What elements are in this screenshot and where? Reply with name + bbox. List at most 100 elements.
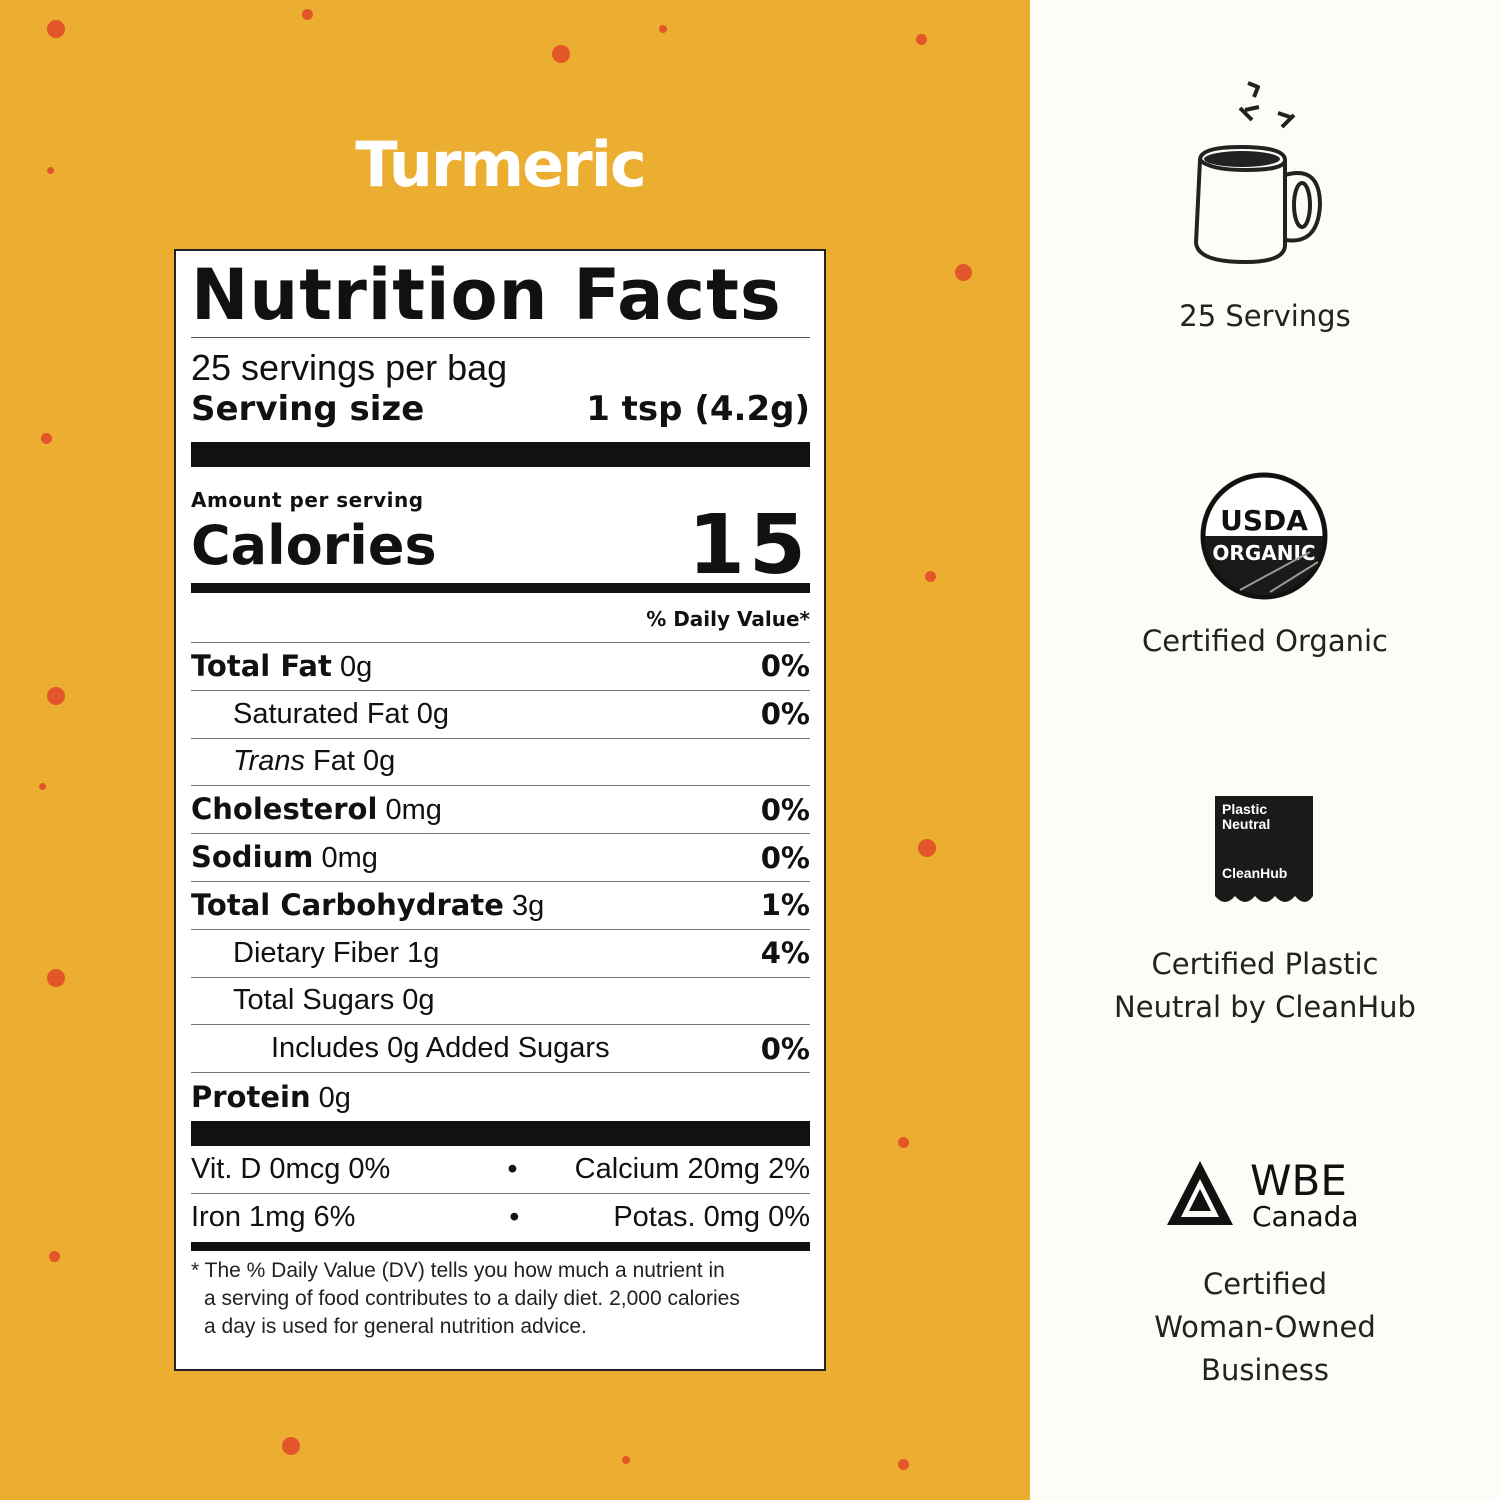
decorative-dot: [552, 45, 570, 63]
canada-text: Canada: [1252, 1200, 1359, 1233]
nutrient-amount: 0g: [402, 984, 435, 1017]
nutrient-row: Includes 0g Added Sugars 0%: [191, 1025, 810, 1074]
vitamin-sep: •: [507, 1152, 518, 1185]
nutrient-label: Saturated Fat 0g: [233, 698, 449, 731]
feature-line: Certified Plastic: [1151, 947, 1379, 981]
footnote-line: a serving of food contributes to a daily…: [204, 1286, 740, 1310]
footnote: * The % Daily Value (DV) tells you how m…: [191, 1251, 810, 1341]
decorative-dot: [38, 782, 46, 790]
nutrient-amount: 3g: [511, 889, 545, 922]
decorative-dot: [954, 263, 972, 281]
nutrient-amount: 0g: [339, 650, 373, 683]
nutrient-amount: 1g: [407, 936, 440, 969]
nutrient-name: Cholesterol: [191, 792, 378, 827]
nutrient-name: Trans: [233, 745, 305, 778]
decorative-dot: [918, 839, 936, 857]
badge-text: Plastic: [1222, 801, 1267, 817]
nutrient-label: Trans Fat 0g: [233, 745, 395, 778]
calories-value: 15: [687, 497, 810, 593]
decorative-dot: [282, 1437, 300, 1455]
vitamin-row: Iron 1mg 6% • Potas. 0mg 0%: [191, 1194, 810, 1242]
nutrient-amount: 0g: [416, 697, 450, 730]
features-panel: 25 Servings USDA ORGANIC Certified Organ…: [1030, 0, 1500, 1500]
nutrient-name: Sodium: [191, 840, 314, 875]
decorative-dot: [301, 8, 313, 20]
nutrient-amount: 0g: [318, 1081, 351, 1114]
decorative-dot: [924, 570, 936, 582]
amount-per-serving: Amount per serving: [191, 488, 424, 512]
mug-icon: [1194, 81, 1322, 264]
nutrient-amount: 0mg: [385, 794, 442, 827]
product-title: Turmeric: [355, 128, 646, 201]
nutrient-daily-value: 0%: [760, 649, 810, 684]
nutrient-label: Protein 0g: [191, 1080, 351, 1115]
feature-line: Certified: [1203, 1267, 1327, 1301]
feature-servings: 25 Servings: [1179, 299, 1351, 333]
badge-text: Neutral: [1222, 816, 1270, 832]
plastic-neutral-badge: Plastic Neutral CleanHub: [1215, 796, 1313, 902]
nutrient-label: Sodium 0mg: [191, 840, 378, 875]
decorative-dot: [622, 1456, 630, 1464]
decorative-dot: [897, 1136, 909, 1148]
decorative-dot: [46, 166, 54, 174]
vitamin-row: Vit. D 0mcg 0% • Calcium 20mg 2%: [191, 1146, 810, 1194]
decorative-dot: [47, 969, 65, 987]
nutrient-row: Saturated Fat 0g 0%: [191, 691, 810, 739]
nutrient-daily-value: 1%: [760, 888, 810, 923]
nutrient-row: Cholesterol 0mg 0%: [191, 786, 810, 835]
footnote-line: a day is used for general nutrition advi…: [204, 1314, 587, 1338]
nutrient-daily-value: 0%: [760, 792, 810, 827]
nutrient-daily-value: 0%: [760, 697, 810, 732]
serving-size-label: Serving size: [191, 389, 425, 429]
nutrient-amount: 0mg: [321, 842, 378, 875]
nutrient-row: Trans Fat 0g: [191, 739, 810, 787]
badge-text: CleanHub: [1222, 865, 1287, 881]
usda-organic-seal: USDA ORGANIC: [1200, 472, 1328, 600]
nutrient-row: Total Fat 0g 0%: [191, 643, 810, 691]
nutrient-name: Saturated Fat: [233, 697, 409, 730]
feature-organic: Certified Organic: [1142, 624, 1388, 658]
nutrient-name: Total Sugars: [233, 984, 395, 1017]
nutrient-daily-value: 0%: [760, 1031, 810, 1066]
footnote-line: * The % Daily Value (DV) tells you how m…: [191, 1258, 725, 1282]
nutrient-row: Protein 0g: [191, 1073, 810, 1121]
feature-woman-owned: Certified Woman-Owned Business: [1030, 1263, 1500, 1392]
organic-text: ORGANIC: [1212, 541, 1315, 565]
nutrient-daily-value: 0%: [760, 840, 810, 875]
usda-text: USDA: [1220, 504, 1308, 537]
nutrient-amount: Fat 0g: [313, 745, 396, 778]
nutrient-row: Total Sugars 0g: [191, 978, 810, 1026]
vitamin-right: Potas. 0mg 0%: [613, 1201, 810, 1234]
calories-row: Calories 15: [191, 498, 810, 593]
feature-line: Neutral by CleanHub: [1114, 990, 1416, 1024]
decorative-dot: [47, 687, 65, 705]
wbe-canada-logo: WBE Canada: [1167, 1156, 1359, 1233]
wbe-text: WBE: [1250, 1156, 1347, 1205]
nutrient-label: Dietary Fiber 1g: [233, 937, 439, 970]
product-panel: Turmeric Nutrition Facts 25 servings per…: [0, 0, 1030, 1500]
nutrient-name: Dietary Fiber: [233, 936, 399, 969]
decorative-dot: [897, 1458, 909, 1470]
nutrient-name: Total Fat: [191, 648, 332, 683]
servings-per-container: 25 servings per bag: [191, 347, 508, 388]
serving-size-row: Serving size 1 tsp (4.2g): [191, 378, 810, 430]
nutrient-row: Dietary Fiber 1g 4%: [191, 930, 810, 978]
nutrient-label: Includes 0g Added Sugars: [271, 1032, 610, 1065]
decorative-dot: [915, 33, 927, 45]
vitamin-right: Calcium 20mg 2%: [574, 1152, 810, 1185]
feature-line: Woman-Owned: [1154, 1310, 1376, 1344]
nutrient-row: Total Carbohydrate 3g 1%: [191, 882, 810, 930]
decorative-dot: [40, 432, 52, 444]
nutrient-label: Total Carbohydrate 3g: [191, 888, 544, 923]
vitamin-left: Vit. D 0mcg 0%: [191, 1152, 391, 1185]
decorative-dot: [659, 25, 667, 33]
feature-plastic-neutral: Certified Plastic Neutral by CleanHub: [1030, 943, 1500, 1029]
nutrient-label: Total Fat 0g: [191, 649, 372, 684]
vitamin-sep: •: [509, 1201, 520, 1234]
nutrient-row: Sodium 0mg 0%: [191, 834, 810, 882]
nutrient-name: Protein: [191, 1079, 311, 1114]
nutrient-name: Includes 0g Added Sugars: [271, 1032, 610, 1065]
decorative-dot: [48, 1250, 60, 1262]
daily-value-header: % Daily Value*: [191, 593, 810, 643]
nutrient-label: Total Sugars 0g: [233, 984, 435, 1017]
